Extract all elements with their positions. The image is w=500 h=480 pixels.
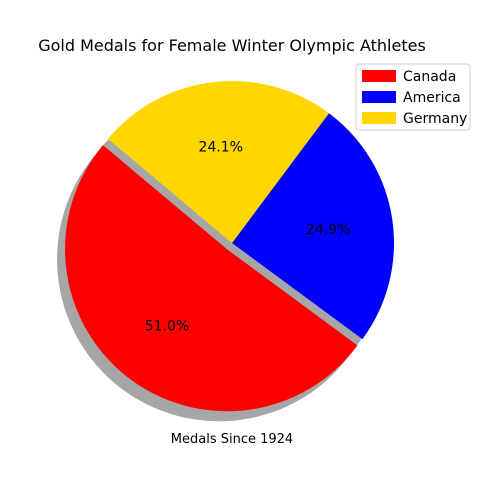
pie-slices	[65, 81, 395, 412]
slice-label-america: 24.9%	[306, 222, 350, 238]
legend-swatch-canada	[362, 70, 396, 82]
legend-label-america: America	[403, 90, 461, 106]
legend: Canada America Germany	[355, 63, 471, 131]
slice-canada	[65, 145, 358, 412]
chart-title: Gold Medals for Female Winter Olympic At…	[38, 36, 426, 55]
slice-america	[232, 113, 395, 340]
pie-labels: 51.0% 24.9% 24.1%	[145, 139, 351, 334]
legend-swatch-america	[362, 91, 396, 103]
slice-label-canada: 51.0%	[145, 319, 189, 335]
x-axis-label: Medals Since 1924	[171, 432, 293, 447]
legend-label-germany: Germany	[403, 111, 467, 127]
slice-germany	[107, 81, 329, 244]
legend-label-canada: Canada	[403, 69, 456, 85]
slice-label-germany: 24.1%	[199, 139, 243, 155]
legend-swatch-germany	[362, 112, 396, 124]
